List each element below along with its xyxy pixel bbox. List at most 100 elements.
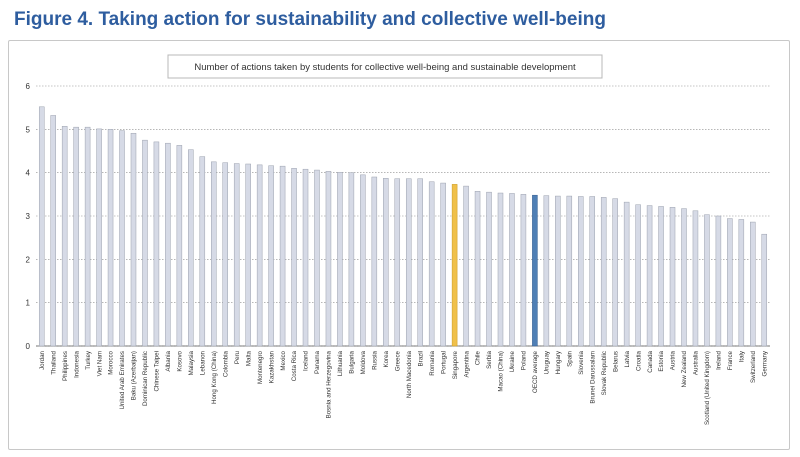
bar <box>256 164 263 347</box>
bar <box>279 165 286 347</box>
x-tick-label: Greece <box>394 350 401 371</box>
bar <box>211 161 217 347</box>
x-tick-label: Macao (China) <box>498 351 505 392</box>
x-tick-label: Germany <box>761 350 768 376</box>
x-tick-label: Dominican Republic <box>142 351 149 406</box>
bar <box>199 156 206 347</box>
x-tick-label: Peru <box>234 350 241 364</box>
bar <box>474 191 481 347</box>
x-tick-label: Hungary <box>555 350 562 374</box>
bar <box>600 197 607 347</box>
bar <box>107 129 114 347</box>
x-tick-label: Montenegro <box>257 350 264 384</box>
x-tick-label: Latvia <box>624 350 631 367</box>
bar <box>84 126 91 347</box>
bar <box>578 196 584 347</box>
bar <box>302 168 309 347</box>
bar <box>566 195 573 347</box>
bar <box>405 178 412 347</box>
bar <box>704 214 710 347</box>
bar <box>428 181 435 347</box>
bar <box>371 176 378 347</box>
bar <box>451 184 458 347</box>
bar <box>245 163 251 347</box>
bar <box>727 218 733 347</box>
x-tick-label: Canada <box>647 350 654 372</box>
x-tick-label: Croatia <box>635 350 642 371</box>
x-tick-label: North Macedonia <box>406 350 413 398</box>
x-tick-label: Malta <box>245 350 252 366</box>
bar <box>486 191 492 347</box>
x-tick-label: United Arab Emirates <box>119 351 126 409</box>
bar <box>761 233 768 347</box>
x-tick-label: Scotland (United Kingdom) <box>704 351 711 425</box>
x-tick-label: Indonesia <box>73 350 80 377</box>
x-tick-label: Ukraine <box>509 350 516 372</box>
y-tick-label: 5 <box>26 125 31 134</box>
bar <box>669 207 676 347</box>
y-tick-label: 2 <box>26 255 31 264</box>
bar <box>520 194 527 347</box>
x-tick-label: Lithuania <box>337 350 344 376</box>
bar <box>360 174 366 347</box>
x-tick-label: Slovak Republic <box>601 351 608 395</box>
x-tick-label: Albania <box>165 350 172 371</box>
bar <box>188 149 194 347</box>
bar <box>692 210 699 347</box>
x-tick-label: Estonia <box>658 350 665 371</box>
y-tick-label: 3 <box>26 212 31 221</box>
x-tick-label: Mexico <box>280 350 287 370</box>
x-tick-label: Viet Nam <box>96 351 103 376</box>
x-tick-label: Chinese Taipei <box>154 351 161 391</box>
bar <box>635 204 641 347</box>
bar <box>222 162 228 347</box>
x-tick-label: Portugal <box>440 351 447 374</box>
bar <box>417 178 423 347</box>
bar <box>715 215 722 347</box>
bar <box>383 178 389 347</box>
bar <box>681 208 687 347</box>
x-tick-label: Chile <box>475 350 482 365</box>
x-tick-label: Kosovo <box>177 350 184 371</box>
bar <box>612 198 618 347</box>
x-tick-label: Ireland <box>716 350 723 369</box>
x-tick-label: Serbia <box>486 350 493 368</box>
bar <box>325 171 332 347</box>
x-tick-label: Romania <box>429 350 436 375</box>
y-tick-label: 6 <box>26 82 31 91</box>
bar <box>646 205 653 347</box>
x-tick-label: Brunei Darussalam <box>589 351 596 404</box>
x-tick-label: Bulgaria <box>349 350 356 373</box>
bar <box>130 132 137 347</box>
figure-title: Figure 4. Taking action for sustainabili… <box>14 9 606 30</box>
bar <box>623 201 630 347</box>
bar <box>268 165 274 347</box>
x-tick-label: Kazakhstan <box>268 350 275 383</box>
y-tick-label: 0 <box>26 342 31 351</box>
x-tick-label: Malaysia <box>188 350 195 375</box>
x-tick-label: Turkey <box>85 350 92 370</box>
y-tick-label: 1 <box>26 299 31 308</box>
bar <box>348 172 355 347</box>
bar <box>555 195 561 347</box>
bar <box>738 219 745 347</box>
x-tick-label: Brazil <box>417 351 424 366</box>
bar <box>176 145 183 347</box>
chart-title-box <box>167 54 603 79</box>
bar <box>314 169 320 347</box>
x-tick-label: Spain <box>566 350 573 366</box>
x-tick-label: New Zealand <box>681 350 688 387</box>
bar <box>165 142 171 347</box>
bar <box>440 182 446 347</box>
bar <box>543 195 550 347</box>
bar <box>463 185 469 347</box>
bar <box>750 221 756 347</box>
bar <box>337 171 343 347</box>
x-tick-label: Switzerland <box>750 350 757 383</box>
x-tick-label: Belarus <box>612 351 619 372</box>
x-tick-label: Australia <box>693 350 700 375</box>
x-tick-label: Jordan <box>39 350 46 369</box>
x-tick-label: Singapore <box>452 350 459 379</box>
x-tick-label: OECD average <box>532 350 539 393</box>
